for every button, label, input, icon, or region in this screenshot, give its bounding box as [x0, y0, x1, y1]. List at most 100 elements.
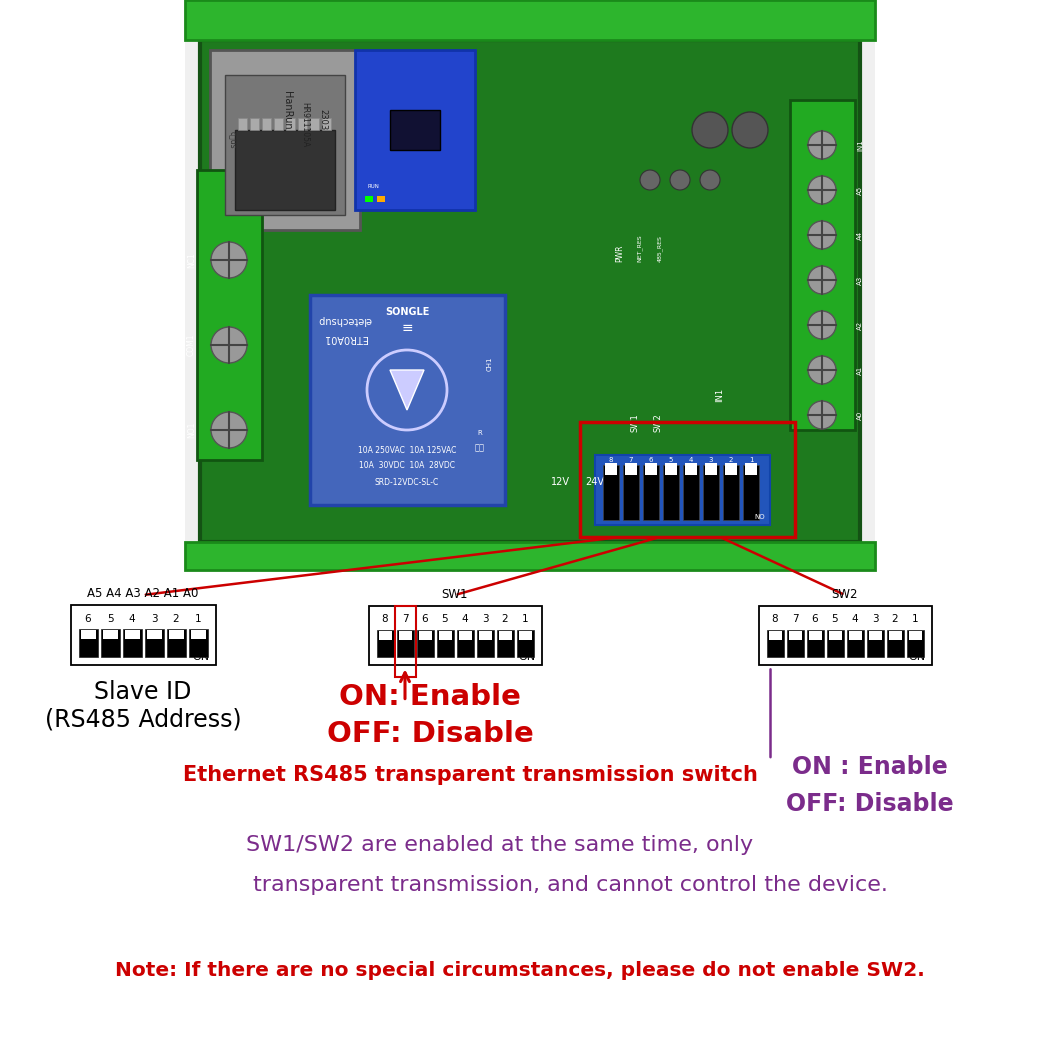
Bar	[365, 196, 373, 202]
Text: 5: 5	[442, 614, 448, 625]
Bar	[125, 630, 140, 639]
Bar	[167, 629, 186, 657]
Text: 4: 4	[852, 614, 858, 625]
Text: PWR: PWR	[615, 245, 625, 262]
Text: A5 A4 A3 A2 A1 A0: A5 A4 A3 A2 A1 A0	[87, 587, 198, 600]
Text: ≡: ≡	[401, 321, 413, 335]
Text: 2: 2	[172, 614, 180, 624]
Bar	[868, 630, 882, 639]
Text: 2: 2	[502, 614, 508, 625]
Bar	[235, 130, 335, 210]
Text: SW2: SW2	[832, 588, 858, 601]
Bar	[477, 630, 493, 656]
Bar	[790, 100, 855, 430]
Text: NO: NO	[754, 514, 765, 520]
Circle shape	[808, 131, 836, 159]
Bar	[286, 118, 295, 130]
Bar	[81, 630, 96, 639]
Text: ETR0A01: ETR0A01	[323, 333, 366, 343]
Text: RUN: RUN	[368, 184, 380, 189]
Bar	[298, 118, 307, 130]
Bar	[197, 170, 262, 460]
Text: (RS485 Address): (RS485 Address)	[45, 707, 242, 731]
Text: 3: 3	[151, 614, 158, 624]
Text: Ethernet RS485 transparent transmission switch: Ethernet RS485 transparent transmission …	[183, 765, 757, 785]
Bar	[704, 465, 719, 520]
Bar	[225, 75, 345, 215]
Circle shape	[808, 176, 836, 204]
Bar	[623, 465, 639, 520]
Bar	[103, 630, 118, 639]
Circle shape	[211, 327, 247, 363]
Bar	[766, 630, 783, 656]
Text: NET_RES: NET_RES	[637, 234, 643, 261]
Text: IN1: IN1	[857, 139, 863, 151]
Circle shape	[808, 401, 836, 429]
Bar	[682, 465, 699, 520]
Text: R: R	[478, 430, 482, 436]
Text: 2: 2	[891, 614, 899, 625]
Bar	[908, 630, 922, 639]
Text: OFF: Disable: OFF: Disable	[786, 792, 953, 816]
Text: SONGLE: SONGLE	[384, 307, 429, 317]
Bar	[517, 630, 533, 656]
Text: 3: 3	[709, 457, 713, 463]
Text: 2: 2	[729, 457, 733, 463]
Bar	[79, 629, 98, 657]
Text: IN1: IN1	[715, 387, 724, 402]
Text: 8: 8	[382, 614, 388, 625]
Text: SW1/SW2 are enabled at the same time, only: SW1/SW2 are enabled at the same time, on…	[247, 835, 754, 855]
Bar	[437, 630, 454, 656]
Text: transparent transmission, and cannot control the device.: transparent transmission, and cannot con…	[253, 875, 887, 895]
Text: A0: A0	[857, 411, 863, 420]
Text: 6: 6	[85, 614, 91, 624]
Bar	[145, 629, 164, 657]
Bar	[322, 118, 331, 130]
Text: 7: 7	[792, 614, 798, 625]
Text: 1: 1	[194, 614, 202, 624]
Text: NO1: NO1	[187, 422, 196, 438]
Bar	[395, 606, 416, 676]
Bar	[580, 422, 795, 537]
Bar	[705, 463, 717, 475]
Bar	[605, 463, 617, 475]
Bar	[457, 630, 474, 656]
Polygon shape	[185, 0, 875, 570]
Bar	[377, 196, 385, 202]
Bar	[250, 118, 259, 130]
Text: 7: 7	[402, 614, 408, 625]
Bar	[808, 630, 821, 639]
Bar	[645, 463, 657, 475]
Bar	[168, 630, 184, 639]
Text: 6: 6	[812, 614, 818, 625]
Text: SW1: SW1	[630, 414, 639, 432]
Bar	[519, 630, 531, 639]
Text: Note: If there are no special circumstances, please do not enable SW2.: Note: If there are no special circumstan…	[116, 961, 925, 980]
Text: 12V: 12V	[550, 477, 569, 487]
Bar	[419, 630, 432, 639]
Text: 1: 1	[522, 614, 528, 625]
Text: 3: 3	[482, 614, 488, 625]
Text: COM1: COM1	[187, 334, 196, 356]
Bar	[724, 463, 737, 475]
Text: CH1: CH1	[487, 357, 494, 371]
Bar	[377, 630, 394, 656]
Text: 5: 5	[832, 614, 838, 625]
Text: NC1: NC1	[187, 252, 196, 268]
Text: ON: ON	[908, 651, 925, 662]
Text: 10A  30VDC  10A  28VDC: 10A 30VDC 10A 28VDC	[359, 461, 455, 470]
Circle shape	[211, 412, 247, 448]
Bar	[786, 630, 803, 656]
Circle shape	[670, 170, 690, 190]
Text: A3: A3	[857, 275, 863, 285]
Text: SRD-12VDC-SL-C: SRD-12VDC-SL-C	[375, 478, 439, 487]
Bar	[743, 465, 759, 520]
Bar	[390, 110, 440, 150]
Bar	[200, 40, 860, 542]
Bar	[906, 630, 924, 656]
Circle shape	[808, 266, 836, 294]
Bar	[369, 606, 542, 665]
Circle shape	[211, 242, 247, 278]
Text: ⓁⓁ: ⓁⓁ	[475, 443, 485, 452]
Bar	[399, 630, 412, 639]
